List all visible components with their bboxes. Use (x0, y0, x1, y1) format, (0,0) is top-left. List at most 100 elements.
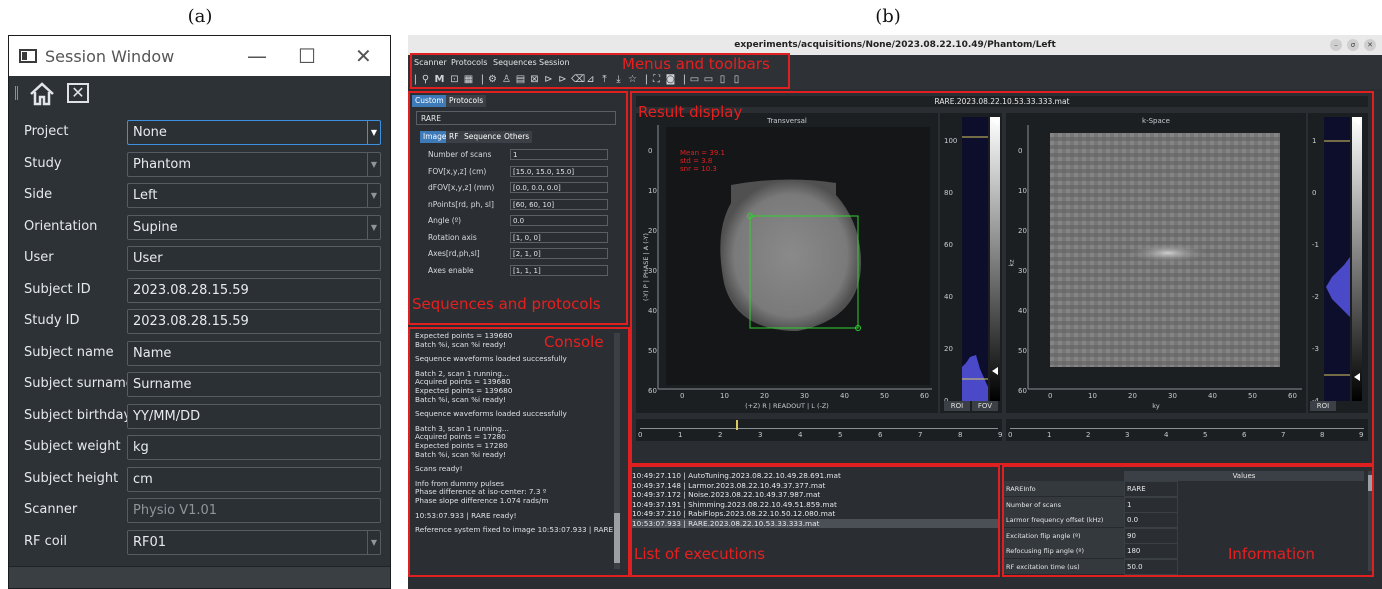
left-slice-slider[interactable]: 0 1 2 3 4 5 6 7 8 9 (636, 419, 1002, 441)
calendar-icon[interactable]: ▦ (463, 74, 474, 85)
chart-icon[interactable]: ⊿ (586, 74, 595, 85)
menu-sequences[interactable]: Sequences (493, 58, 537, 67)
play-icon[interactable]: ⊳ (544, 74, 553, 85)
people-icon[interactable]: ♙ (502, 74, 511, 85)
toolbar-grip-icon[interactable] (15, 86, 18, 100)
fullscreen-icon[interactable]: ⛶ (653, 74, 660, 85)
right-histogram-panel[interactable]: 10-1-2-3-4 ROI (1308, 113, 1368, 413)
gear-icon[interactable]: ⚙ (488, 74, 497, 85)
left-histogram-panel[interactable]: 100806040200 ROI FOV (940, 113, 1002, 413)
result-file-title: RARE.2023.08.22.10.53.33.333.mat (636, 96, 1368, 107)
field-select[interactable]: Left ▼ (127, 183, 381, 208)
chevron-down-icon[interactable]: ▼ (367, 121, 380, 144)
main-title-bar[interactable]: experiments/acquisitions/None/2023.08.22… (408, 35, 1382, 55)
information-table[interactable]: Values RAREInfo RARE Number of scans 1 Larmo… (1004, 467, 1374, 575)
param-input[interactable]: [60, 60, 10] (510, 198, 608, 210)
minimize-button[interactable]: – (1330, 39, 1342, 51)
chevron-down-icon[interactable]: ▼ (367, 530, 380, 554)
star-icon[interactable]: ☆ (628, 74, 637, 85)
chevron-down-icon[interactable]: ▼ (367, 184, 380, 207)
field-select[interactable]: RF01 ▼ (127, 529, 381, 555)
roi-button[interactable]: ROI (1310, 401, 1336, 411)
stop-icon[interactable]: ⊠ (530, 74, 539, 85)
roi-button[interactable]: ROI (944, 401, 970, 411)
download-icon[interactable]: ⤓ (616, 74, 621, 85)
chevron-down-icon[interactable]: ▼ (367, 152, 380, 176)
field-input[interactable]: 2023.08.28.15.59 (127, 277, 381, 303)
param-input[interactable]: [0.0, 0.0, 0.0] (510, 182, 608, 193)
maximize-button[interactable]: σ (1347, 39, 1359, 51)
magnet-icon[interactable]: M (434, 74, 445, 85)
field-input[interactable]: Name (127, 340, 381, 366)
close-button[interactable]: ✕ (355, 44, 372, 68)
close-session-icon[interactable]: ✕ (67, 83, 89, 103)
param-input[interactable]: 0.0 (510, 215, 608, 226)
info-scrollbar-thumb[interactable] (1368, 475, 1374, 491)
chevron-down-icon[interactable]: ▼ (367, 215, 380, 239)
layout-2-icon[interactable]: ▭ (703, 74, 714, 85)
menu-scanner[interactable]: Scanner (414, 58, 447, 67)
menu-session[interactable]: Session (539, 58, 570, 67)
console[interactable]: Expected points = 139680 Batch %i, scan %… (410, 328, 628, 575)
list-item[interactable]: 10:49:37.172 | Noise.2023.08.22.10.49.37… (632, 490, 821, 499)
table-row[interactable]: RF excitation time (us) 50.0 (1004, 558, 1374, 575)
field-input[interactable]: kg (127, 435, 381, 460)
tab-protocols[interactable]: Protocols (446, 95, 487, 107)
wrench-icon[interactable]: ⚲ (421, 74, 430, 85)
tab-custom[interactable]: Custom (412, 95, 447, 107)
list-item[interactable]: 10:49:37.210 | RabiFlops.2023.08.22.10.5… (632, 509, 836, 518)
list-item[interactable]: 10:49:37.191 | Shimming.2023.08.22.10.49… (632, 499, 837, 509)
minimize-button[interactable]: — (247, 44, 267, 68)
param-input[interactable]: [1, 1, 1] (510, 264, 608, 276)
kspace-plot[interactable]: k-Space 0 10 20 30 40 (1006, 113, 1306, 413)
info-scrollbar[interactable] (1368, 471, 1374, 571)
layout-3-icon[interactable]: ▯ (719, 74, 726, 85)
field-input[interactable]: cm (127, 466, 381, 492)
histogram-fill (1326, 257, 1350, 317)
field-select[interactable]: Supine ▼ (127, 214, 381, 240)
param-input[interactable]: [1, 0, 0] (510, 231, 608, 243)
tab-image[interactable]: Image (420, 131, 450, 143)
field-input[interactable]: User (127, 246, 381, 271)
field-input[interactable]: Surname (127, 372, 381, 397)
tick-label: 0 (1048, 392, 1053, 400)
tab-rf[interactable]: RF (446, 131, 462, 143)
camera-icon[interactable]: ◙ (665, 74, 676, 85)
console-scrollbar-thumb[interactable] (614, 513, 620, 563)
field-select[interactable]: None ▼ (127, 120, 381, 145)
param-input[interactable]: [15.0, 15.0, 15.0] (510, 165, 608, 177)
home-icon[interactable] (29, 82, 55, 110)
left-histogram-svg (962, 117, 1000, 401)
executions-list[interactable]: 10:49:27.110 | AutoTuning.2023.08.22.10.… (630, 467, 998, 575)
trash-icon[interactable]: ⌫ (571, 74, 586, 85)
layout-4-icon[interactable]: ▯ (733, 74, 740, 85)
close-button[interactable]: ✕ (1364, 39, 1376, 51)
upload-icon[interactable]: ⤒ (602, 74, 607, 85)
param-input[interactable]: [2, 1, 0] (510, 248, 608, 259)
field-select[interactable]: Phantom ▼ (127, 151, 381, 177)
session-title-bar[interactable]: Session Window — ☐ ✕ (9, 36, 390, 76)
transversal-plot[interactable]: Transversal Mean = 39.1 std = 3.8 snr = (636, 113, 938, 413)
list-item[interactable]: 10:49:37.148 | Larmor.2023.08.22.10.49.3… (632, 480, 826, 490)
list-item[interactable]: 10:53:07.933 | RARE.2023.08.22.10.53.33.… (630, 518, 998, 528)
param-input[interactable]: 1 (510, 149, 608, 160)
maximize-button[interactable]: ☐ (298, 44, 316, 68)
layout-1-icon[interactable]: ▭ (689, 74, 700, 85)
fast-forward-icon[interactable]: ⊳ (558, 74, 567, 85)
menu-protocols[interactable]: Protocols (451, 58, 488, 67)
tab-sequence[interactable]: Sequence (461, 131, 504, 143)
param-label: Axes enable (428, 265, 474, 275)
tab-others[interactable]: Others (501, 131, 533, 143)
slider-handle[interactable] (736, 420, 738, 430)
field-input[interactable]: Physio V1.01 (127, 498, 381, 523)
user-icon[interactable]: ⊡ (450, 74, 459, 85)
document-icon[interactable]: ▤ (515, 74, 526, 85)
console-scrollbar[interactable] (614, 333, 620, 569)
sequence-select[interactable]: RARE (416, 111, 616, 125)
console-line: Batch 2, scan 1 running... (415, 368, 509, 378)
field-input[interactable]: 2023.08.28.15.59 (127, 309, 381, 334)
fov-button[interactable]: FOV (972, 401, 998, 411)
list-item[interactable]: 10:49:27.110 | AutoTuning.2023.08.22.10.… (632, 471, 841, 480)
right-slice-slider[interactable]: 0 1 2 3 4 5 6 7 8 9 (1006, 419, 1368, 441)
field-input[interactable]: YY/MM/DD (127, 403, 381, 429)
